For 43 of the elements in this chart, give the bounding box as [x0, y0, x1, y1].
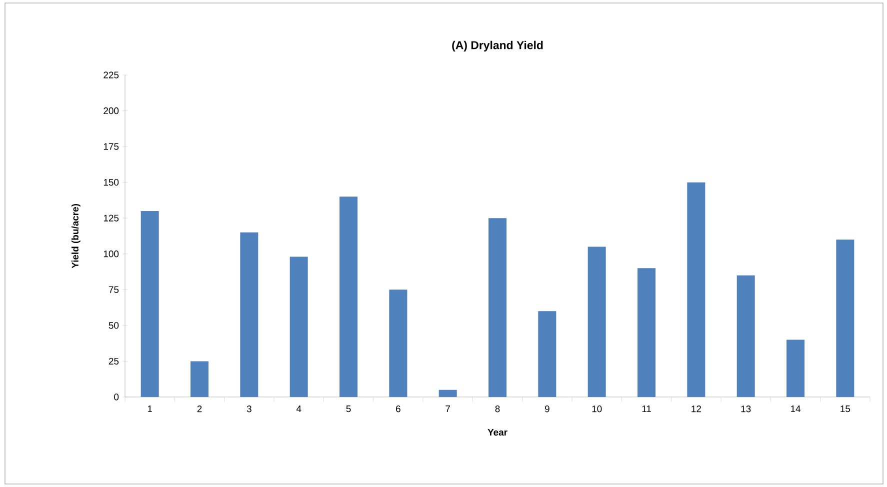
x-tick-label: 4 — [296, 406, 302, 412]
y-tick-label: 50 — [108, 322, 119, 329]
y-tick-label: 200 — [104, 107, 119, 114]
bar — [786, 340, 805, 397]
x-tick-label: 12 — [692, 406, 701, 412]
x-tick-label: 2 — [197, 406, 202, 412]
y-tick-label: 125 — [104, 214, 119, 222]
bar — [190, 361, 209, 397]
bar — [340, 196, 358, 397]
bar — [438, 390, 457, 397]
bar — [538, 311, 556, 397]
bar — [389, 290, 408, 397]
x-tick-label: 15 — [840, 406, 850, 412]
y-tick-label: 225 — [104, 72, 119, 78]
x-tick-label: 13 — [741, 406, 751, 412]
x-tick-label: 5 — [346, 406, 351, 412]
x-tick-label: 7 — [446, 406, 450, 412]
y-tick-label: 150 — [104, 178, 119, 186]
x-tick-label: 10 — [592, 406, 602, 412]
x-tick-label: 1 — [148, 406, 152, 412]
bar — [140, 210, 159, 397]
y-tick-label: 175 — [104, 143, 119, 150]
y-tick-label: 100 — [104, 250, 119, 258]
bar — [588, 246, 606, 397]
x-tick-label: 14 — [790, 406, 800, 412]
y-tick-label: 75 — [108, 286, 119, 293]
bar — [240, 232, 258, 397]
chart-title: (A) Dryland Yield — [452, 40, 543, 52]
bar — [638, 268, 656, 397]
y-tick-label: 25 — [108, 358, 119, 365]
x-tick-label: 11 — [642, 406, 651, 412]
y-tick-label: 0 — [114, 394, 119, 400]
x-tick-label: 6 — [396, 406, 400, 412]
bar — [290, 256, 308, 397]
x-axis-title: Year — [488, 429, 508, 436]
bar — [687, 182, 706, 397]
bar — [488, 218, 507, 397]
x-tick-label: 9 — [544, 406, 550, 412]
bar — [736, 275, 755, 397]
x-tick-label: 3 — [246, 406, 252, 412]
y-axis-title: Yield (bu/acre) — [72, 204, 80, 268]
bar — [836, 240, 854, 397]
x-tick-label: 8 — [495, 406, 500, 412]
